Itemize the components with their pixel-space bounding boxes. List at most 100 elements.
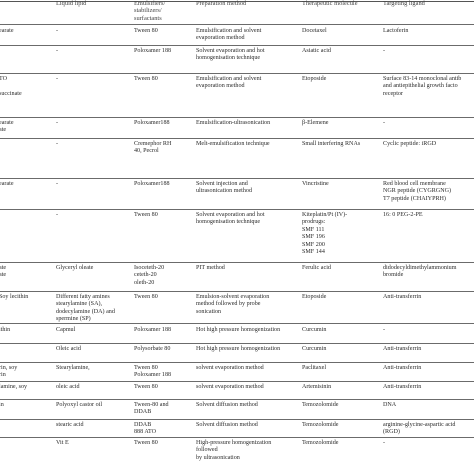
cell-targeting-ligand: -: [383, 440, 386, 446]
cell-preparation-method: Emulsification-ultrasonication: [196, 120, 271, 126]
cell-solid-lipid: earate ate: [0, 120, 14, 134]
cell-solid-lipid: rin, soy rin: [0, 365, 18, 379]
cell-emulsifier: Tween 80: [134, 28, 158, 34]
cell-therapeutic-molecule: Small interfering RNAs: [302, 141, 361, 147]
cell-preparation-method: Solvent diffusion method: [196, 422, 258, 428]
cell-liquid-lipid: oleic acid: [56, 384, 80, 390]
cell-emulsifier: Poloxamer 188: [134, 48, 172, 54]
cell-emulsifier: Poloxamer188: [134, 120, 170, 126]
cell-targeting-ligand: DNA: [383, 402, 397, 408]
cell-preparation-method: Hot high pressure homogenization: [196, 346, 281, 352]
cell-emulsifier: Tween 80: [134, 294, 158, 300]
cell-liquid-lipid: Stearylamine,: [56, 365, 90, 371]
cell-therapeutic-molecule: Ferulic acid: [302, 265, 331, 271]
cell-emulsifier: Tween 80 Poloxamer 188: [134, 365, 172, 379]
cell-targeting-ligand: Anti-transferrin: [383, 346, 422, 352]
row-divider: [0, 73, 474, 74]
cell-therapeutic-molecule: Temozolomide: [302, 422, 339, 428]
cell-therapeutic-molecule: Asiatic acid: [302, 48, 331, 54]
cell-preparation-method: Emulsification and solvent evaporation m…: [196, 76, 262, 90]
cell-targeting-ligand: Anti-transferrin: [383, 384, 422, 390]
cell-solid-lipid: Soy lecithin: [0, 294, 29, 300]
row-divider: [0, 209, 474, 210]
row-divider: [0, 419, 474, 420]
row-divider: [0, 178, 474, 179]
cell-liquid-lipid: Oleic acid: [56, 346, 81, 352]
cell-targeting-ligand: Surface 83-14 monoclonal antib and antie…: [383, 76, 462, 97]
cell-emulsifier: Tween 80: [134, 212, 158, 218]
cell-therapeutic-molecule: Artemisinin: [302, 384, 332, 390]
header-targeting-ligand: Targeting ligand: [383, 0, 425, 7]
cell-liquid-lipid: -: [56, 120, 59, 126]
cell-liquid-lipid: Polyoxyl castor oil: [56, 402, 103, 408]
cell-liquid-lipid: Glyceryl oleate: [56, 265, 94, 271]
cell-preparation-method: Emulsion-solvent evaporation method foll…: [196, 294, 270, 315]
cell-therapeutic-molecule: Etoposide: [302, 76, 327, 82]
cell-preparation-method: solvent evaporation method: [196, 365, 264, 371]
cell-solid-lipid: in: [0, 402, 4, 408]
header-rule: [0, 24, 474, 25]
cell-preparation-method: solvent evaporation method: [196, 384, 264, 390]
cell-therapeutic-molecule: Kiteplatin/Pt (IV)- prodrugs: SMF 111 SM…: [302, 212, 348, 256]
cell-emulsifier: Tween 80: [134, 76, 158, 82]
cell-liquid-lipid: stearic acid: [56, 422, 84, 428]
cell-targeting-ligand: -: [383, 120, 386, 126]
cell-therapeutic-molecule: Paclitaxel: [302, 365, 327, 371]
cell-targeting-ligand: Lactoferin: [383, 28, 409, 34]
cell-therapeutic-molecule: Temozolomide: [302, 402, 339, 408]
cell-preparation-method: Hot high pressure homogenization: [196, 327, 281, 333]
cell-targeting-ligand: Red blood cell membrane NGR peptide (CYG…: [383, 181, 452, 202]
cell-preparation-method: Solvent evaporation and hot homogenisati…: [196, 48, 265, 62]
cell-targeting-ligand: Cyclic peptide: iRGD: [383, 141, 437, 147]
cell-therapeutic-molecule: Docetaxel: [302, 28, 327, 34]
cell-therapeutic-molecule: Etoposide: [302, 294, 327, 300]
cell-emulsifier: Isoceteth-20 ceteth-20 oleth-20: [134, 265, 165, 286]
cell-liquid-lipid: Capmul: [56, 327, 76, 333]
top-rule: [0, 1, 474, 2]
cell-targeting-ligand: -: [383, 48, 386, 54]
cell-liquid-lipid: -: [56, 212, 59, 218]
cell-preparation-method: Emulsification and solvent evaporation m…: [196, 28, 262, 42]
cell-emulsifier: Polysorbate 80: [134, 346, 171, 352]
cell-targeting-ligand: Anti-transferrin: [383, 365, 422, 371]
cell-preparation-method: Solvent diffusion method: [196, 402, 258, 408]
row-divider: [0, 45, 474, 46]
cell-liquid-lipid: -: [56, 48, 59, 54]
header-preparation-method: Preparation method: [196, 0, 247, 7]
cell-liquid-lipid: -: [56, 76, 59, 82]
cell-preparation-method: High-pressure homogenization followed by…: [196, 440, 272, 461]
row-divider: [0, 117, 474, 118]
cell-targeting-ligand: 16: 0 PEG-2-PE: [383, 212, 423, 218]
header-liquid-lipid: Liquid lipid: [56, 0, 87, 7]
cell-therapeutic-molecule: β-Elemene: [302, 120, 329, 126]
cell-preparation-method: Solvent evaporation and hot homogenisati…: [196, 212, 265, 226]
cell-emulsifier: Tween-80 and DDAB: [134, 402, 169, 416]
header-therapeutic-molecule: Therapeutic molecule: [302, 0, 358, 7]
row-divider: [0, 362, 474, 363]
row-divider: [0, 399, 474, 400]
cell-therapeutic-molecule: Curcumin: [302, 346, 327, 352]
cell-solid-lipid: earate: [0, 28, 14, 34]
cell-emulsifier: DDAB 888 ATO: [134, 422, 157, 436]
cell-solid-lipid: ate ate: [0, 265, 7, 279]
cell-solid-lipid: earate: [0, 181, 14, 187]
cell-liquid-lipid: Different fatty amines stearylamine (SA)…: [56, 294, 115, 323]
row-divider: [0, 262, 474, 263]
cell-targeting-ligand: -: [383, 327, 386, 333]
cell-emulsifier: Tween 80: [134, 384, 158, 390]
row-divider: [0, 323, 474, 324]
cell-solid-lipid: TO succinate: [0, 76, 22, 97]
cell-liquid-lipid: Vit E: [56, 440, 69, 446]
cell-preparation-method: Solvent injection and ultrasonication me…: [196, 181, 253, 195]
cell-liquid-lipid: -: [56, 181, 59, 187]
cell-emulsifier: Cremephor RH 40, Pecrol: [134, 141, 172, 155]
cell-therapeutic-molecule: Curcumin: [302, 327, 327, 333]
cell-emulsifier: Tween 80: [134, 440, 158, 446]
cell-therapeutic-molecule: Temozolomide: [302, 440, 339, 446]
row-divider: [0, 343, 474, 344]
cell-emulsifier: Poloxamer188: [134, 181, 170, 187]
cell-targeting-ligand: didodecyldimethylammonium bromide: [383, 265, 457, 279]
cell-preparation-method: PIT method: [196, 265, 225, 271]
cell-targeting-ligand: Anti-transferrin: [383, 294, 422, 300]
